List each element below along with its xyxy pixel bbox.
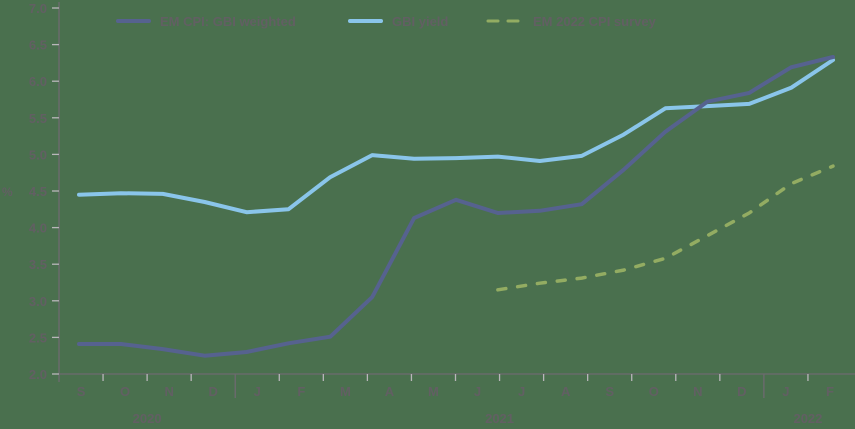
series-line-gbi-yield [77,58,835,215]
chart-legend: EM CPI: GBI weighted GBI yield EM 2022 CPI… [116,14,657,29]
x-tick-label: S [605,384,614,399]
legend-label: GBI yield [392,14,448,29]
y-tick-label: 5.0 [29,147,47,162]
x-tick-label: D [208,384,217,399]
legend-item: EM 2022 CPI survey [486,14,657,29]
x-tick-label: J [782,384,789,399]
y-axis: 7.0 6.5 6.0 5.5 5.0 4.5 4.0 3.5 3.0 2.5 2.0 [29,1,60,382]
x-axis: S O N D J F M A M J J A S O N D J F 2020 2021 2022 [59,373,855,426]
x-tick-label: M [428,384,439,399]
y-tick-label: 3.5 [29,257,47,272]
x-tick-label: J [474,384,481,399]
y-tick-label: 2.0 [29,367,47,382]
legend-item: GBI yield [348,14,448,29]
x-tick-label: O [120,384,130,399]
x-tick-label: O [649,384,659,399]
y-tick-label: 6.0 [29,74,47,89]
y-tick-label: 7.0 [29,1,47,16]
y-tick-label: 2.5 [29,330,47,345]
series-line-em-cpi-gbi-weighted [77,55,835,358]
y-tick-label: 6.5 [29,38,47,53]
x-tick-label: J [518,384,525,399]
legend-item: EM CPI: GBI weighted [116,14,296,29]
x-tick-label: M [340,384,351,399]
x-tick-label: J [254,384,261,399]
x-tick-label: N [693,384,702,399]
x-tick-label: F [297,384,305,399]
legend-label: EM 2022 CPI survey [533,14,657,29]
x-tick-label: A [385,384,395,399]
year-label: 2020 [133,411,162,426]
y-axis-unit-label: % [2,185,13,199]
y-tick-label: 4.5 [29,184,47,199]
x-tick-label: A [561,384,571,399]
x-tick-label: N [164,384,173,399]
x-tick-label: S [77,384,86,399]
series-line-em-2022-cpi-survey [496,164,835,292]
x-tick-label: D [737,384,746,399]
plot-area [77,55,835,358]
year-label: 2021 [485,411,514,426]
x-tick-label: F [826,384,834,399]
y-tick-label: 3.0 [29,294,47,309]
year-label: 2022 [793,411,822,426]
y-tick-label: 5.5 [29,111,47,126]
y-tick-label: 4.0 [29,221,47,236]
legend-label: EM CPI: GBI weighted [160,14,296,29]
